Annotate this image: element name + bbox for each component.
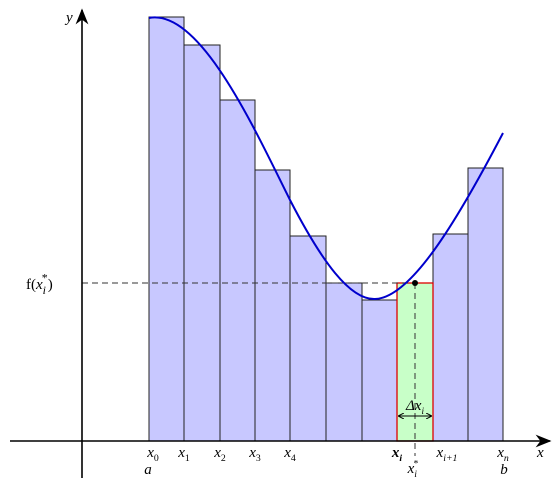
- xn-label: xn: [496, 445, 509, 464]
- label-part: x: [407, 461, 415, 477]
- x4-label: x4: [283, 445, 296, 464]
- label-part: i: [43, 283, 46, 297]
- b-label: b: [500, 462, 508, 478]
- label-part: i+1: [443, 453, 457, 464]
- label-part: Δx: [405, 398, 422, 414]
- a-label: a: [144, 462, 152, 478]
- label-part: 4: [291, 453, 296, 464]
- label-part: 0: [154, 453, 159, 464]
- label-part: x: [391, 445, 400, 461]
- label-part: 3: [256, 453, 261, 464]
- rect: [219, 99, 256, 442]
- rect: [361, 299, 398, 442]
- x3-label: x3: [248, 445, 261, 464]
- rect: [325, 282, 363, 442]
- label-part: x: [248, 445, 256, 461]
- xi-star-label: xi*: [407, 459, 419, 481]
- label-part: x: [146, 445, 154, 461]
- label-part: x: [177, 445, 185, 461]
- x0-label: x0: [146, 445, 159, 464]
- label-part: 2: [221, 453, 226, 464]
- f-of-xi-star-label: f(xi*): [26, 270, 53, 297]
- label-part: i: [421, 406, 424, 416]
- rect: [148, 16, 185, 442]
- x1-label: x1: [177, 445, 190, 464]
- label-part: x: [496, 445, 504, 461]
- delta-xi-label: Δxi: [405, 398, 424, 416]
- label-part: x: [283, 445, 291, 461]
- label-part: n: [504, 453, 509, 464]
- rect: [289, 235, 327, 442]
- label-part: i: [399, 453, 402, 464]
- label-part: 1: [185, 453, 190, 464]
- x2-label: x2: [213, 445, 226, 464]
- y-label: y: [64, 10, 73, 26]
- curve: [148, 16, 504, 301]
- label-part: *: [414, 459, 419, 470]
- label-part: x: [35, 277, 43, 293]
- label-part: *: [42, 270, 48, 284]
- xi-label: xi: [391, 445, 403, 464]
- sample-point: [412, 280, 418, 286]
- label-part: a: [144, 462, 152, 478]
- label-part: x: [436, 445, 444, 461]
- label-part: x: [213, 445, 221, 461]
- label-part: i: [414, 469, 417, 480]
- rectangles: [148, 16, 504, 442]
- label-part: ): [48, 277, 53, 293]
- x-label: x: [536, 445, 544, 461]
- rect: [183, 44, 221, 442]
- rect: [432, 233, 469, 442]
- label-part: b: [500, 462, 508, 478]
- rect: [254, 169, 291, 442]
- xi-plus-1-label: xi+1: [436, 445, 458, 464]
- rect: [467, 167, 504, 442]
- label-part: f(: [26, 277, 36, 293]
